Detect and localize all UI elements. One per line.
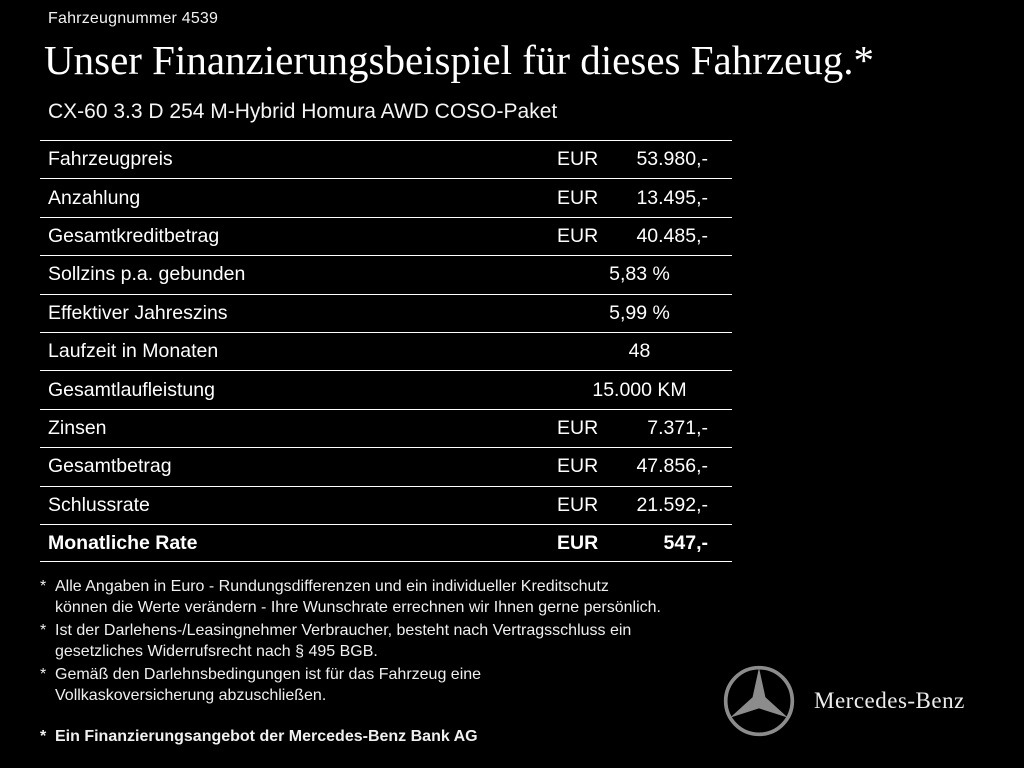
footnote-marker: * — [40, 728, 47, 745]
footnote-line: Alle Angaben in Euro - Rundungsdifferenz… — [55, 578, 609, 595]
page-title: Unser Finanzierungsbeispiel für dieses F… — [44, 37, 875, 83]
row-currency: EUR — [557, 148, 599, 171]
table-row-effektiver-jahreszins: Effektiver Jahreszins 5,99 % — [40, 293, 732, 332]
footnote-rundungsdifferenzen: * Alle Angaben in Euro - Rundungsdiffere… — [40, 576, 760, 618]
footnote-marker: * — [40, 622, 47, 639]
footnote-line: Ist der Darlehens-/Leasingnehmer Verbrau… — [55, 622, 632, 639]
vehicle-number: Fahrzeugnummer 4539 — [48, 10, 219, 27]
row-value: 53.980,- — [636, 148, 708, 171]
table-row-gesamtbetrag: Gesamtbetrag EUR 47.856,- — [40, 447, 732, 485]
row-value: 40.485,- — [636, 224, 708, 247]
row-label: Anzahlung — [48, 186, 141, 209]
footnote-line: Gemäß den Darlehnsbedingungen ist für da… — [55, 666, 482, 683]
row-currency: EUR — [557, 455, 599, 478]
table-row-gesamtlaufleistung: Gesamtlaufleistung 15.000 KM — [40, 370, 732, 408]
row-value: 13.495,- — [636, 186, 708, 209]
footnote-vollkasko: * Gemäß den Darlehnsbedingungen ist für … — [40, 664, 760, 706]
row-currency: EUR — [557, 224, 599, 247]
row-value: 47.856,- — [636, 455, 708, 478]
financing-table: Fahrzeugpreis EUR 53.980,- Anzahlung EUR… — [40, 140, 732, 563]
row-value: 48 — [628, 340, 651, 363]
table-row-anzahlung: Anzahlung EUR 13.495,- — [40, 178, 732, 216]
footnote-line: können die Werte verändern - Ihre Wunsch… — [55, 599, 661, 616]
bank-note: * Ein Finanzierungsangebot der Mercedes-… — [40, 726, 760, 747]
row-label: Schlussrate — [48, 493, 150, 516]
table-row-gesamtkreditbetrag: Gesamtkreditbetrag EUR 40.485,- — [40, 216, 732, 255]
row-value: 5,83 % — [609, 263, 670, 286]
row-label: Monatliche Rate — [48, 531, 198, 554]
table-row-sollzins: Sollzins p.a. gebunden 5,83 % — [40, 255, 732, 293]
footnote-widerrufsrecht: * Ist der Darlehens-/Leasingnehmer Verbr… — [40, 620, 760, 662]
row-label: Laufzeit in Monaten — [48, 340, 219, 363]
row-label: Gesamtkreditbetrag — [48, 224, 220, 247]
table-row-zinsen: Zinsen EUR 7.371,- — [40, 408, 732, 447]
footnote-marker: * — [40, 578, 47, 595]
row-label: Fahrzeugpreis — [48, 148, 173, 171]
brand-wordmark: Mercedes-Benz — [814, 688, 965, 713]
table-row-schlussrate: Schlussrate EUR 21.592,- — [40, 485, 732, 524]
footnotes: * Alle Angaben in Euro - Rundungsdiffere… — [40, 576, 760, 747]
brand-block: Mercedes-Benz — [722, 664, 965, 738]
table-row-laufzeit: Laufzeit in Monaten 48 — [40, 331, 732, 370]
mercedes-star-icon — [723, 665, 795, 737]
row-label: Gesamtbetrag — [48, 455, 172, 478]
row-value: 5,99 % — [609, 301, 670, 324]
row-label: Zinsen — [48, 416, 107, 439]
row-value: 21.592,- — [636, 493, 708, 516]
row-currency: EUR — [557, 416, 599, 439]
row-currency: EUR — [557, 531, 599, 554]
vehicle-model-subtitle: CX-60 3.3 D 254 M-Hybrid Homura AWD COSO… — [48, 100, 558, 123]
row-currency: EUR — [557, 493, 599, 516]
footnote-line: Vollkaskoversicherung abzuschließen. — [55, 687, 327, 704]
footnote-marker: * — [40, 666, 47, 683]
row-value: 15.000 KM — [592, 378, 687, 401]
row-label: Sollzins p.a. gebunden — [48, 263, 246, 286]
row-value: 547,- — [663, 531, 708, 554]
table-row-fahrzeugpreis: Fahrzeugpreis EUR 53.980,- — [40, 140, 732, 178]
bank-note-text: Ein Finanzierungsangebot der Mercedes-Be… — [55, 728, 478, 745]
row-label: Effektiver Jahreszins — [48, 301, 228, 324]
row-currency: EUR — [557, 186, 599, 209]
footnote-line: gesetzliches Widerrufsrecht nach § 495 B… — [55, 643, 378, 660]
row-value: 7.371,- — [647, 416, 708, 439]
table-row-monatliche-rate: Monatliche Rate EUR 547,- — [40, 523, 732, 563]
row-label: Gesamtlaufleistung — [48, 378, 215, 401]
